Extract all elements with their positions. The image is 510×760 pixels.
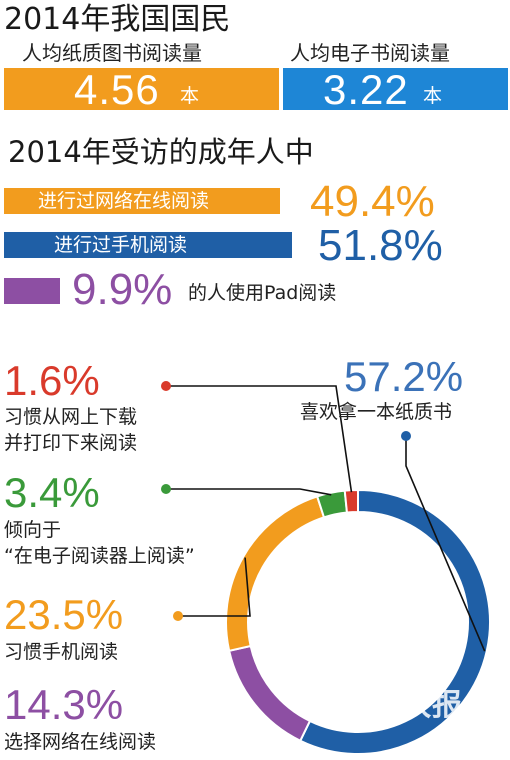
leader-line-paper bbox=[405, 436, 486, 652]
slice-label-print-line2: 并打印下来阅读 bbox=[4, 432, 138, 454]
slice-label-ereader-line2: “在电子阅读器上阅读” bbox=[4, 545, 195, 567]
ebook-reading-label: 人均电子书阅读量 bbox=[290, 41, 450, 65]
online-reading-percent: 49.4% bbox=[310, 177, 435, 226]
ebook-value: 3.22 bbox=[323, 66, 409, 113]
donut-slice-print bbox=[343, 488, 359, 514]
pad-reading-bar bbox=[4, 278, 60, 304]
online-reading-bar: 进行过网络在线阅读 bbox=[4, 188, 280, 214]
ebook-unit: 本 bbox=[423, 85, 443, 107]
donut-slice-ereader bbox=[315, 489, 349, 519]
paper-reading-label: 人均纸质图书阅读量 bbox=[22, 41, 202, 65]
slice-label-ereader-line1: 倾向于 bbox=[4, 519, 62, 541]
donut-slice-online bbox=[227, 644, 312, 743]
slice-percent-print: 1.6% bbox=[4, 357, 100, 404]
pad-reading-label: 的人使用Pad阅读 bbox=[188, 282, 337, 304]
leader-line-ereader bbox=[166, 488, 332, 496]
slice-percent-online: 14.3% bbox=[4, 681, 124, 728]
slice-label-mobile: 习惯手机阅读 bbox=[4, 641, 119, 663]
main-title: 2014年我国国民 bbox=[4, 2, 231, 37]
mobile-reading-bar: 进行过手机阅读 bbox=[4, 232, 292, 258]
watermark-logo: 新快报 bbox=[370, 688, 463, 723]
pad-reading-percent: 9.9% bbox=[72, 265, 173, 314]
paper-unit: 本 bbox=[180, 85, 200, 107]
leader-dot-ereader bbox=[161, 484, 171, 494]
slice-label-paper: 喜欢拿一本纸质书 bbox=[300, 401, 453, 423]
slice-label-online: 选择网络在线阅读 bbox=[4, 731, 157, 753]
paper-value: 4.56 bbox=[74, 66, 160, 113]
online-reading-label: 进行过网络在线阅读 bbox=[38, 190, 210, 212]
leader-line-print bbox=[166, 385, 353, 493]
slice-percent-paper: 57.2% bbox=[344, 353, 464, 400]
slice-label-print-line1: 习惯从网上下载 bbox=[4, 406, 138, 428]
paper-stat-bar: 4.56 本 bbox=[4, 66, 279, 113]
donut-slice-mobile bbox=[225, 495, 326, 652]
mobile-reading-label: 进行过手机阅读 bbox=[54, 234, 188, 256]
leader-line-mobile bbox=[178, 557, 251, 617]
leader-dot-mobile bbox=[173, 611, 183, 621]
ebook-stat-bar: 3.22 本 bbox=[283, 66, 508, 113]
leader-dot-print bbox=[161, 381, 171, 391]
survey-title: 2014年受访的成年人中 bbox=[8, 135, 314, 169]
mobile-reading-percent: 51.8% bbox=[318, 221, 443, 270]
slice-percent-ereader: 3.4% bbox=[4, 469, 100, 516]
leader-dot-paper bbox=[401, 431, 411, 441]
slice-percent-mobile: 23.5% bbox=[4, 591, 124, 638]
